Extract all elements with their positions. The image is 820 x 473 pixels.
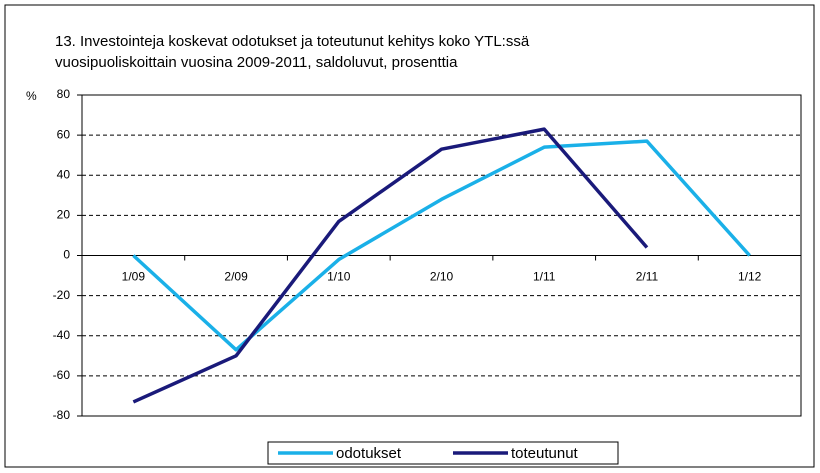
chart-title: 13. Investointeja koskevat odotukset ja … [55,33,530,50]
y-tick-label: 0 [63,248,70,262]
x-tick-label: 2/10 [430,270,454,284]
legend-label: toteutunut [511,445,579,462]
y-tick-label: -60 [53,368,71,382]
x-tick-label: 1/09 [122,270,146,284]
line-series [132,127,649,404]
y-tick-label: -40 [53,328,71,342]
y-tick-label: -80 [53,408,71,422]
y-tick-label: 60 [57,127,71,141]
x-tick-label: 2/09 [224,270,248,284]
line-series [132,139,751,352]
y-axis-label: % [26,89,37,103]
y-tick-label: 80 [57,87,71,101]
y-tick-label: 40 [57,167,71,181]
chart-subtitle: vuosipuoliskoittain vuosina 2009-2011, s… [55,54,458,71]
legend-label: odotukset [336,445,402,462]
x-tick-label: 1/10 [327,270,351,284]
y-tick-label: 20 [57,208,71,222]
x-tick-label: 1/11 [533,270,556,284]
y-tick-label: -20 [53,288,71,302]
x-tick-label: 2/11 [636,270,659,284]
x-tick-label: 1/12 [738,270,762,284]
legend-box [267,441,619,465]
